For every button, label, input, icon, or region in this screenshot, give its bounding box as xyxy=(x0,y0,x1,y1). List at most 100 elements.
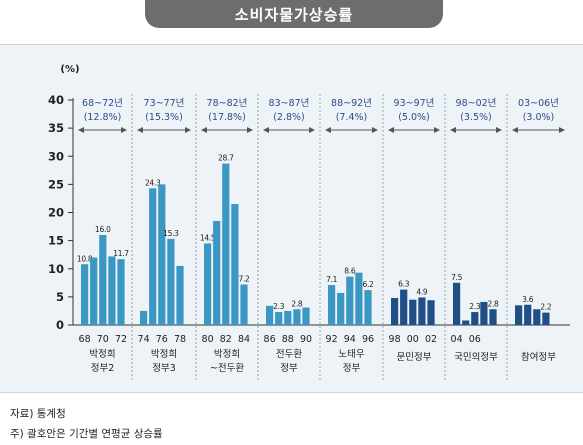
bar xyxy=(409,299,417,325)
x-tick-label: 74 xyxy=(138,334,150,345)
bar xyxy=(140,310,148,325)
government-label: 박정희 xyxy=(89,349,115,360)
y-tick-label: 10 xyxy=(48,262,64,276)
bar xyxy=(337,292,345,325)
bar xyxy=(489,309,497,325)
x-tick-label: 96 xyxy=(362,334,374,345)
bar xyxy=(231,204,239,325)
bar xyxy=(328,285,336,325)
government-label: 정부2 xyxy=(91,363,115,374)
bar xyxy=(453,282,461,325)
bar xyxy=(427,300,435,325)
period-range-label: 83~87년 xyxy=(269,98,310,109)
x-tick-label: 88 xyxy=(282,334,294,345)
bar xyxy=(266,305,274,325)
x-tick-label: 00 xyxy=(407,334,419,345)
period-avg-label: (2.8%) xyxy=(273,112,305,123)
bar xyxy=(364,290,372,325)
bar-value-label: 11.7 xyxy=(113,249,129,258)
x-tick-label: 72 xyxy=(115,334,127,345)
x-tick-label: 04 xyxy=(451,334,463,345)
y-tick-label: 25 xyxy=(48,177,64,191)
period-avg-label: (5.0%) xyxy=(398,112,430,123)
bar xyxy=(480,301,488,325)
bar xyxy=(275,312,283,325)
bar xyxy=(240,284,248,325)
bar xyxy=(391,298,399,325)
government-label: 국민의정부 xyxy=(454,352,498,363)
bar xyxy=(302,307,310,325)
period-range-label: 93~97년 xyxy=(394,98,435,109)
bar-value-label: 3.6 xyxy=(522,295,534,304)
bar xyxy=(284,310,292,325)
bar xyxy=(515,305,523,325)
period-range-label: 88~92년 xyxy=(331,98,372,109)
government-label: 문민정부 xyxy=(397,352,432,363)
period-range-label: 78~82년 xyxy=(207,98,248,109)
chart-title: 소비자물가상승률 xyxy=(145,0,443,28)
x-tick-label: 80 xyxy=(202,334,214,345)
period-range-label: 03~06년 xyxy=(518,98,559,109)
source-note: 자료) 통계청 xyxy=(10,408,66,420)
x-tick-label: 90 xyxy=(300,334,312,345)
bar-value-label: 15.3 xyxy=(163,229,179,238)
y-tick-label: 40 xyxy=(48,93,64,107)
y-tick-label: 15 xyxy=(48,234,64,248)
x-tick-label: 76 xyxy=(156,334,168,345)
footnote: 주) 괄호안은 기간별 연평균 상승률 xyxy=(10,428,163,440)
bar-value-label: 28.7 xyxy=(218,154,234,163)
government-label: 정부 xyxy=(280,363,298,374)
x-tick-label: 02 xyxy=(425,334,437,345)
bar-value-label: 6.2 xyxy=(362,280,374,289)
x-tick-label: 98 xyxy=(389,334,401,345)
government-label: 참여정부 xyxy=(521,351,556,363)
bar-value-label: 6.3 xyxy=(398,280,410,289)
government-label: 전두환 xyxy=(276,348,302,360)
x-tick-label: 68 xyxy=(79,334,91,345)
y-tick-label: 5 xyxy=(56,290,64,304)
bar xyxy=(400,289,408,325)
bar xyxy=(90,257,98,325)
y-tick-label: 20 xyxy=(48,206,64,220)
bar xyxy=(81,264,89,325)
bar-value-label: 7.1 xyxy=(326,275,338,284)
bar-value-label: 7.2 xyxy=(238,275,250,284)
y-unit-label: (%) xyxy=(60,64,79,75)
bar xyxy=(524,304,532,325)
y-tick-label: 35 xyxy=(48,121,64,135)
bar xyxy=(204,243,212,325)
bar-value-label: 2.8 xyxy=(487,299,499,308)
footer: 자료) 통계청 주) 괄호안은 기간별 연평균 상승률 xyxy=(10,404,163,444)
bar xyxy=(355,272,363,325)
x-tick-label: 82 xyxy=(220,334,232,345)
bar-value-label: 2.3 xyxy=(273,302,285,311)
chart-panel xyxy=(0,44,583,393)
bar xyxy=(213,220,221,325)
period-avg-label: (3.5%) xyxy=(460,112,492,123)
period-avg-label: (3.0%) xyxy=(523,112,555,123)
government-label: 정부3 xyxy=(152,363,176,374)
government-label: 박정희 xyxy=(151,349,177,360)
y-tick-label: 30 xyxy=(48,149,64,163)
x-tick-label: 70 xyxy=(97,334,109,345)
government-label: 노태우 xyxy=(338,349,364,360)
bar xyxy=(222,163,230,325)
government-label: 박정희 xyxy=(214,349,240,360)
government-label: 정부 xyxy=(343,363,361,374)
period-range-label: 68~72년 xyxy=(82,98,123,109)
bar-value-label: 4.9 xyxy=(416,287,428,296)
bar xyxy=(149,188,157,325)
bar xyxy=(108,256,116,325)
period-range-label: 98~02년 xyxy=(456,98,497,109)
bar-value-label: 2.2 xyxy=(540,303,552,312)
bar-value-label: 14.5 xyxy=(200,233,216,242)
bar-value-label: 2.3 xyxy=(469,302,481,311)
period-avg-label: (12.8%) xyxy=(84,112,122,123)
bar xyxy=(99,235,107,325)
bar xyxy=(167,238,175,325)
bar xyxy=(542,312,550,325)
x-tick-label: 86 xyxy=(264,334,276,345)
x-tick-label: 92 xyxy=(326,334,338,345)
period-avg-label: (17.8%) xyxy=(208,112,246,123)
period-avg-label: (15.3%) xyxy=(145,112,183,123)
